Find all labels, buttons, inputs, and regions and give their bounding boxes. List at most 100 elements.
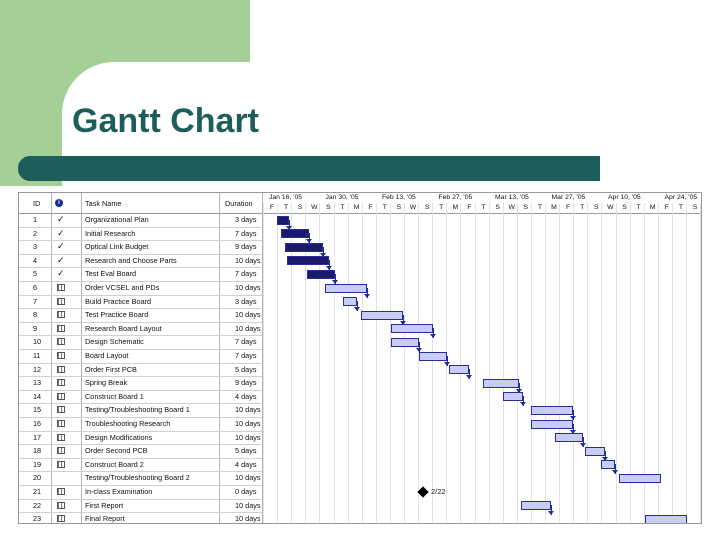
day-gridline xyxy=(319,203,321,523)
task-bar[interactable] xyxy=(343,297,357,307)
arrow-down-icon xyxy=(520,402,526,407)
completed-check-icon: ✓ xyxy=(57,214,65,224)
task-id: 19 xyxy=(33,459,42,469)
day-gridline xyxy=(488,203,490,523)
notes-grid-icon xyxy=(57,311,65,319)
arrow-down-icon xyxy=(602,456,608,461)
dependency-link xyxy=(615,464,616,475)
task-bar[interactable] xyxy=(585,446,605,456)
task-bar[interactable] xyxy=(645,514,687,523)
task-bar[interactable] xyxy=(277,215,289,225)
notes-grid-icon xyxy=(57,433,65,441)
task-bar[interactable] xyxy=(419,351,447,361)
arrow-down-icon xyxy=(444,361,450,366)
task-name: Testing/Troubleshooting Board 1 xyxy=(85,405,190,415)
day-gridline xyxy=(516,203,518,523)
task-name: Research and Choose Parts xyxy=(85,255,177,265)
day-label: T xyxy=(537,204,542,211)
task-id: 3 xyxy=(33,242,38,252)
task-bar[interactable] xyxy=(287,256,329,266)
task-bar[interactable] xyxy=(391,337,419,347)
gantt-chart: ID i Task Name Duration 1 Organizational … xyxy=(18,192,702,524)
row-divider xyxy=(19,498,262,500)
row-divider xyxy=(19,444,262,446)
notes-grid-icon xyxy=(57,338,65,346)
task-bar[interactable] xyxy=(285,242,323,252)
day-label: M xyxy=(452,204,459,211)
task-bar[interactable] xyxy=(325,283,367,293)
task-duration: 7 days xyxy=(235,337,257,347)
day-label: F xyxy=(566,204,571,211)
task-bar[interactable] xyxy=(391,324,433,334)
day-label: S xyxy=(495,204,500,211)
notes-grid-icon xyxy=(57,501,65,509)
day-label: M xyxy=(353,204,360,211)
dependency-link xyxy=(523,396,524,407)
day-gridline xyxy=(375,203,377,523)
task-bar[interactable] xyxy=(361,310,403,320)
day-gridline xyxy=(686,203,687,523)
day-label: S xyxy=(594,204,599,211)
task-name: Board Layout xyxy=(85,351,129,360)
title-underline-bar xyxy=(18,156,600,181)
info-icon: i xyxy=(55,199,63,207)
day-label: S xyxy=(692,204,698,211)
day-gridline xyxy=(573,203,575,523)
day-gridline xyxy=(291,203,293,523)
task-bar[interactable] xyxy=(619,473,661,483)
task-bar[interactable] xyxy=(601,460,615,470)
week-label: Jan 16, '05 xyxy=(269,194,303,201)
row-divider xyxy=(19,349,262,350)
notes-grid-icon xyxy=(57,352,65,359)
task-id: 4 xyxy=(33,255,38,265)
gantt-header: ID i Task Name Duration xyxy=(19,193,701,214)
day-label: M xyxy=(649,204,656,211)
col-divider xyxy=(81,193,82,523)
day-gridline xyxy=(629,203,631,523)
day-gridline xyxy=(545,203,546,523)
day-label: W xyxy=(607,204,614,211)
task-id: 23 xyxy=(33,514,42,524)
day-label: W xyxy=(409,204,417,211)
task-bar[interactable] xyxy=(555,433,583,443)
notes-grid-icon xyxy=(57,488,65,495)
arrow-down-icon xyxy=(612,470,618,475)
row-divider xyxy=(19,294,262,296)
task-name: Design Schematic xyxy=(85,337,144,347)
notes-grid-icon xyxy=(57,460,65,468)
task-bar[interactable] xyxy=(483,378,519,388)
arrow-down-icon xyxy=(286,225,292,230)
task-id: 18 xyxy=(33,446,42,456)
task-bar[interactable] xyxy=(281,229,309,239)
arrow-down-icon xyxy=(364,293,370,298)
dependency-link xyxy=(433,328,434,339)
dependency-link xyxy=(605,450,606,461)
day-label: S xyxy=(297,204,303,211)
dependency-link xyxy=(309,233,310,244)
task-bar[interactable] xyxy=(521,501,551,511)
task-bar[interactable] xyxy=(503,392,523,402)
day-gridline xyxy=(277,203,279,523)
task-bar[interactable] xyxy=(531,419,573,429)
day-gridline xyxy=(474,203,476,523)
task-name: Optical Link Budget xyxy=(85,242,149,252)
completed-check-icon: ✓ xyxy=(57,241,65,252)
day-gridline xyxy=(615,203,617,523)
task-bar[interactable] xyxy=(449,365,469,375)
task-duration: 3 days xyxy=(235,215,257,224)
arrow-down-icon xyxy=(580,443,586,448)
day-gridline xyxy=(333,203,335,523)
task-bar[interactable] xyxy=(307,269,335,279)
task-id: 12 xyxy=(33,364,42,374)
task-name: Order VCSEL and PDs xyxy=(85,283,160,292)
notes-grid-icon xyxy=(57,324,65,332)
task-bar[interactable] xyxy=(531,405,573,415)
completed-check-icon: ✓ xyxy=(57,268,65,279)
col-id-header: ID xyxy=(33,199,41,208)
week-label: Apr 24, '05 xyxy=(664,194,698,201)
day-gridline xyxy=(389,203,391,523)
task-id: 16 xyxy=(33,419,42,428)
dependency-link xyxy=(289,219,290,230)
dependency-link xyxy=(519,382,520,393)
task-id: 7 xyxy=(33,296,38,306)
